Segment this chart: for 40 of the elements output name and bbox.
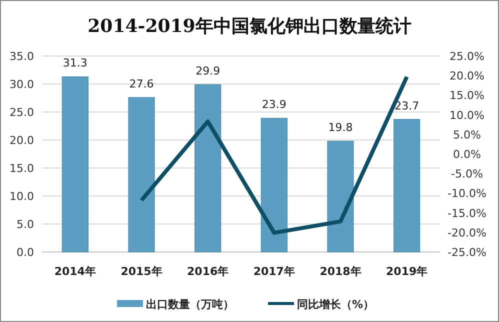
- y-tick-label: 15.0: [10, 162, 34, 175]
- x-tick-label: 2014年: [54, 265, 96, 278]
- y-tick-label: 5.0: [16, 218, 34, 231]
- y2-tick-label: -20.0%: [448, 226, 486, 240]
- bar: [260, 118, 288, 252]
- y-tick-label: 35.0: [10, 50, 34, 63]
- y2-tick-label: 10.0%: [450, 108, 484, 122]
- bar: [194, 84, 222, 252]
- data-label: 23.7: [394, 99, 420, 112]
- legend-label: 同比增长（%）: [297, 298, 374, 311]
- y2-tick-label: 0.0%: [453, 148, 481, 161]
- y2-tick-label: 15.0%: [450, 89, 484, 102]
- y-tick-label: 30.0: [10, 78, 34, 91]
- y2-tick-label: 5.0%: [453, 128, 481, 142]
- y2-tick-label: -10.0%: [448, 187, 486, 200]
- y-tick-label: 20.0: [10, 134, 34, 147]
- y-tick-label: 10.0: [10, 190, 34, 203]
- legend-label: 出口数量（万吨）: [146, 298, 234, 311]
- x-tick-label: 2019年: [386, 265, 428, 278]
- data-label: 23.9: [262, 98, 286, 112]
- bar: [327, 140, 354, 252]
- chart-title: 2014-2019年中国氯化钾出口数量统计: [88, 16, 412, 37]
- data-label: 27.6: [129, 77, 154, 90]
- x-tick-label: 2015年: [120, 265, 162, 278]
- y2-tick-label: 25.0%: [450, 50, 484, 63]
- bar: [394, 118, 420, 252]
- x-tick-label: 2016年: [187, 265, 229, 278]
- y-tick-label: 25.0: [10, 106, 34, 119]
- data-label: 31.3: [62, 56, 88, 70]
- data-label: 19.8: [328, 121, 353, 134]
- y2-tick-label: -15.0%: [448, 206, 486, 220]
- y2-tick-label: 20.0%: [450, 70, 484, 83]
- y-tick-label: 0.0: [16, 246, 34, 259]
- y2-tick-label: -5.0%: [451, 168, 483, 181]
- data-label: 29.9: [196, 64, 220, 78]
- x-tick-label: 2018年: [320, 265, 362, 278]
- y2-tick-label: -25.0%: [448, 246, 486, 259]
- x-tick-label: 2017年: [253, 265, 295, 278]
- bar: [62, 76, 88, 252]
- bar: [128, 97, 155, 252]
